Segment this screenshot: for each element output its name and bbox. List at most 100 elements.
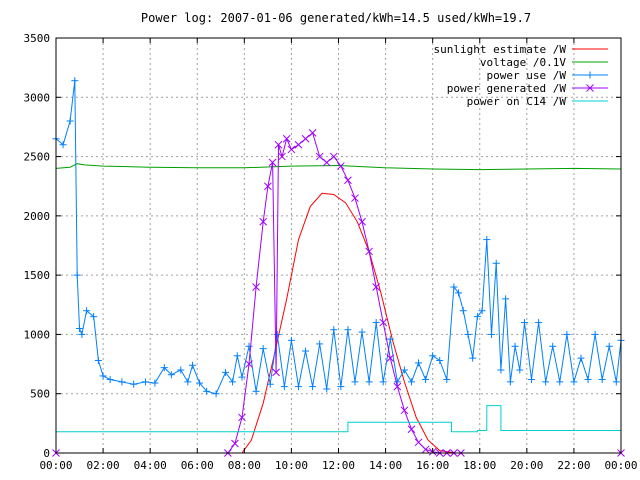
data-point bbox=[252, 387, 260, 395]
data-point bbox=[177, 366, 185, 374]
x-tick-label: 16:00 bbox=[416, 459, 449, 472]
data-point bbox=[268, 158, 277, 167]
data-point bbox=[511, 342, 519, 350]
data-point bbox=[421, 445, 430, 454]
data-point bbox=[66, 117, 74, 125]
series-line bbox=[56, 405, 621, 433]
y-tick-label: 3500 bbox=[24, 32, 51, 45]
data-point bbox=[315, 152, 324, 161]
data-point bbox=[372, 319, 380, 327]
data-point bbox=[605, 342, 613, 350]
x-tick-label: 18:00 bbox=[463, 459, 496, 472]
data-point bbox=[167, 371, 175, 379]
data-point bbox=[473, 313, 481, 321]
data-point bbox=[386, 354, 395, 362]
data-point bbox=[294, 140, 303, 149]
chart-title: Power log: 2007-01-06 generated/kWh=14.5… bbox=[141, 11, 531, 25]
data-point bbox=[415, 359, 423, 367]
data-point bbox=[73, 271, 81, 279]
data-point bbox=[379, 318, 388, 327]
data-point bbox=[492, 259, 500, 267]
data-point bbox=[386, 335, 394, 343]
data-point bbox=[245, 342, 253, 350]
data-point bbox=[301, 134, 310, 143]
data-point bbox=[516, 366, 524, 374]
axis-ticks: 0 500 1000 1500 2000 2500 3000 3500 00:00 02:00 04… bbox=[24, 32, 638, 472]
data-point bbox=[59, 141, 67, 149]
data-point bbox=[393, 382, 402, 391]
data-point bbox=[94, 357, 102, 365]
data-point bbox=[520, 319, 528, 327]
x-tick-label: 14:00 bbox=[369, 459, 402, 472]
data-point bbox=[238, 373, 246, 381]
data-point bbox=[488, 330, 496, 338]
data-point bbox=[459, 307, 467, 315]
x-tick-label: 00:00 bbox=[39, 459, 72, 472]
data-point bbox=[287, 336, 295, 344]
y-tick-label: 3000 bbox=[24, 91, 51, 104]
data-point bbox=[71, 77, 79, 85]
data-point bbox=[337, 162, 345, 170]
data-point bbox=[429, 352, 437, 360]
data-point bbox=[577, 354, 585, 362]
data-point bbox=[141, 378, 149, 386]
data-point bbox=[196, 379, 204, 387]
x-tick-label: 08:00 bbox=[228, 459, 261, 472]
data-point bbox=[469, 354, 477, 362]
data-point bbox=[584, 375, 592, 383]
data-point bbox=[379, 378, 387, 386]
x-tick-label: 06:00 bbox=[181, 459, 214, 472]
data-point bbox=[351, 378, 359, 386]
data-point bbox=[203, 387, 211, 395]
data-point bbox=[502, 295, 510, 303]
data-point bbox=[259, 345, 267, 353]
y-tick-label: 2500 bbox=[24, 151, 51, 164]
data-point bbox=[344, 326, 352, 334]
legend-label: power on C14 /W bbox=[467, 95, 567, 108]
data-point bbox=[358, 328, 366, 336]
data-point bbox=[222, 368, 229, 376]
data-point bbox=[212, 390, 220, 398]
data-point bbox=[483, 236, 491, 244]
data-point bbox=[106, 375, 114, 383]
series-power-on-c14-w bbox=[56, 405, 621, 433]
data-point bbox=[282, 134, 291, 143]
data-point bbox=[252, 283, 260, 291]
y-tick-label: 0 bbox=[43, 447, 50, 460]
data-point bbox=[274, 140, 283, 149]
legend-label: sunlight estimate /W bbox=[434, 43, 567, 56]
data-point bbox=[400, 366, 408, 374]
data-point bbox=[264, 182, 272, 191]
data-point bbox=[302, 347, 310, 355]
data-point bbox=[407, 425, 416, 434]
data-point bbox=[358, 217, 366, 226]
data-point bbox=[259, 217, 268, 226]
data-point bbox=[528, 375, 536, 383]
data-point bbox=[184, 378, 192, 386]
data-point bbox=[400, 406, 409, 415]
data-point bbox=[278, 152, 286, 161]
data-point bbox=[90, 313, 98, 321]
data-point bbox=[287, 145, 296, 154]
legend-label: power generated /W bbox=[447, 82, 567, 95]
data-point bbox=[414, 438, 423, 447]
data-point bbox=[365, 247, 373, 256]
data-point bbox=[160, 364, 168, 372]
data-point bbox=[570, 378, 578, 386]
data-point bbox=[329, 152, 338, 161]
data-point bbox=[245, 360, 253, 368]
data-point bbox=[464, 330, 472, 338]
data-point bbox=[436, 357, 444, 365]
legend-label: voltage /0.1V bbox=[480, 56, 566, 69]
data-point bbox=[308, 129, 317, 137]
data-point bbox=[272, 368, 280, 377]
data-point bbox=[344, 176, 352, 185]
data-point bbox=[443, 375, 451, 383]
data-point bbox=[612, 378, 620, 386]
data-point bbox=[118, 378, 126, 386]
data-point bbox=[478, 307, 486, 315]
data-point bbox=[266, 380, 274, 388]
data-point bbox=[189, 361, 197, 369]
legend-label: power use /W bbox=[487, 69, 567, 82]
